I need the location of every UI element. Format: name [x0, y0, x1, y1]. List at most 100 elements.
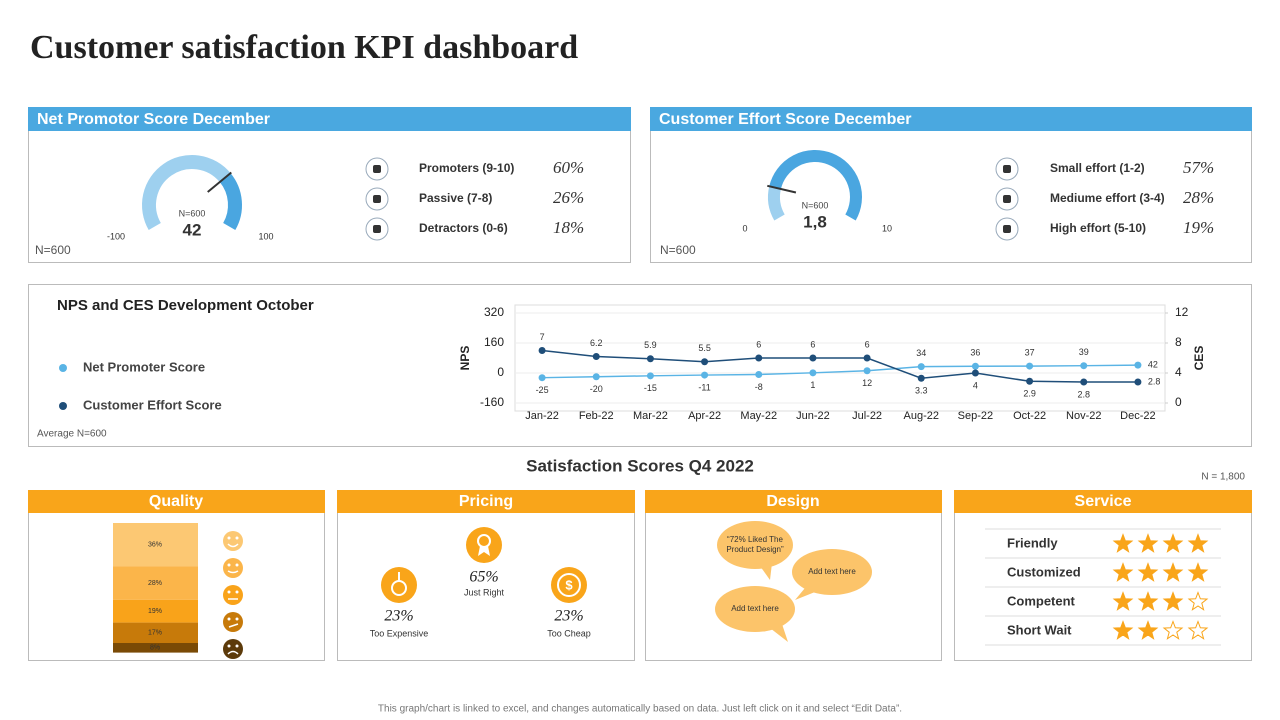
x-tick-label: Feb-22: [579, 410, 614, 422]
y2-tick-label: 8: [1175, 335, 1182, 349]
data-point: [971, 369, 979, 377]
data-label: 2.9: [1023, 389, 1036, 399]
data-label: 37: [1025, 347, 1035, 357]
gauge-needle: [207, 171, 232, 193]
star-filled: [1112, 591, 1134, 611]
data-point: [917, 374, 925, 382]
svg-text:$: $: [565, 577, 573, 592]
data-point: [1026, 362, 1034, 370]
pricing-icons: $: [381, 527, 587, 603]
row-value: 57%: [1183, 158, 1214, 177]
gauge-n: N=600: [179, 208, 206, 218]
row-label: Passive (7-8): [419, 191, 492, 205]
data-point: [809, 369, 817, 377]
gauge-rest: [219, 173, 242, 230]
nps-header: Net Promotor Score December: [37, 111, 270, 128]
data-label: 42: [1148, 360, 1158, 370]
row-value: 28%: [1183, 188, 1214, 207]
star-filled: [1112, 562, 1134, 582]
x-tick-label: Sep-22: [958, 410, 993, 422]
star-filled: [1187, 533, 1209, 553]
quality-segment: [113, 566, 198, 600]
row-value: 19%: [1183, 218, 1214, 237]
legend-marker: [59, 364, 67, 372]
data-point: [971, 362, 979, 370]
x-tick-label: Oct-22: [1013, 410, 1046, 422]
row-icon-glyph: [373, 225, 381, 233]
service-label: Competent: [1007, 593, 1076, 608]
data-label: 3.3: [915, 386, 928, 396]
data-point: [646, 372, 654, 380]
gauge-fill: [768, 186, 785, 221]
y-tick-label: -160: [480, 395, 504, 409]
pricing-value: 23%: [554, 608, 583, 625]
data-label: -20: [590, 384, 603, 394]
y-axis-label: NPS: [458, 346, 472, 371]
data-point: [1134, 378, 1142, 386]
quality-label: 36%: [148, 541, 162, 548]
data-point: [863, 367, 871, 375]
data-point: [917, 363, 925, 371]
data-label: 6: [756, 339, 761, 349]
star-filled: [1162, 533, 1184, 553]
data-label: 39: [1079, 347, 1089, 357]
service-panel: [954, 490, 1252, 661]
bubble-text: “72% Liked The Product Design”: [726, 535, 784, 554]
row-icon-glyph: [1003, 225, 1011, 233]
star-filled: [1162, 562, 1184, 582]
gauge-max: 10: [882, 223, 892, 233]
x-tick-label: Jul-22: [852, 410, 882, 422]
star-empty: [1162, 620, 1184, 640]
satisfaction-title: Satisfaction Scores Q4 2022: [526, 456, 754, 475]
plot-border: [514, 304, 1166, 412]
x-tick-label: Dec-22: [1120, 410, 1155, 422]
pricing-label: Too Cheap: [547, 628, 591, 638]
data-label: 2.8: [1148, 376, 1161, 386]
face-icons: [223, 531, 243, 659]
star-filled: [1162, 591, 1184, 611]
service-label: Customized: [1007, 564, 1081, 579]
gauge-min: -100: [107, 231, 125, 241]
data-point: [538, 374, 546, 382]
data-label: 4: [973, 380, 978, 390]
data-point: [538, 347, 546, 354]
x-tick-label: Apr-22: [688, 410, 721, 422]
x-tick-label: Jun-22: [796, 410, 830, 422]
data-point: [863, 354, 871, 362]
star-filled: [1137, 620, 1159, 640]
quality-segment: [113, 622, 198, 643]
legend-label: Net Promoter Score: [83, 359, 205, 374]
chart-title: NPS and CES Development October: [57, 297, 314, 314]
data-label: 6: [865, 339, 870, 349]
row-icon-glyph: [1003, 195, 1011, 203]
pricing-value: 65%: [469, 569, 498, 586]
row-label: Promoters (9-10): [419, 161, 514, 175]
gauge-min: 0: [742, 223, 747, 233]
data-label: 6: [810, 339, 815, 349]
star-filled: [1187, 562, 1209, 582]
data-point: [809, 354, 817, 362]
data-label: 2.8: [1077, 389, 1090, 399]
quality-segment: [113, 643, 198, 653]
x-tick-label: May-22: [740, 410, 777, 422]
nps-n: N=600: [35, 243, 71, 257]
data-label: 34: [916, 348, 926, 358]
quality-label: 8%: [150, 645, 160, 652]
data-label: -8: [755, 382, 763, 392]
row-icon-glyph: [373, 165, 381, 173]
y-tick-label: 160: [484, 335, 504, 349]
data-label: 1: [810, 380, 815, 390]
quality-header: Quality: [149, 493, 203, 510]
service-label: Short Wait: [1007, 622, 1072, 637]
quality-label: 17%: [148, 630, 162, 637]
data-point: [1134, 361, 1142, 369]
chart-note: Average N=600: [37, 429, 107, 440]
gauge-value: 1,8: [803, 212, 827, 231]
speech-bubbles: [715, 521, 872, 642]
footer: This graph/chart is linked to excel, and…: [378, 704, 902, 715]
data-label: 6.2: [590, 338, 603, 348]
row-label: High effort (5-10): [1050, 221, 1146, 235]
service-header: Service: [1075, 493, 1132, 510]
